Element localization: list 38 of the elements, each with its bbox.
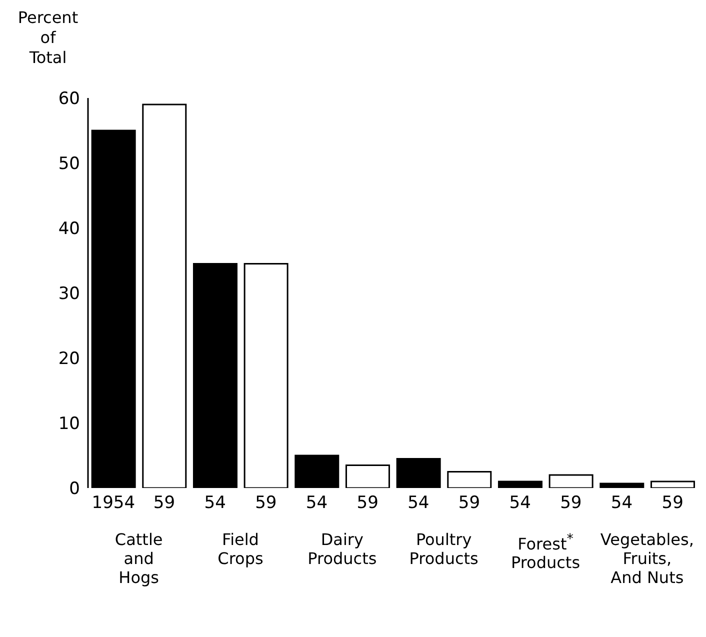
x-tick-label: 54 [509, 493, 531, 514]
y-tick-label: 0 [69, 479, 80, 500]
x-tick-label: 1954 [92, 493, 136, 514]
bar [498, 480, 542, 488]
x-tick-label: 59 [153, 493, 176, 514]
y-tick-label: 50 [58, 154, 80, 174]
x-tick-label: 59 [356, 493, 378, 514]
text: Forest$^{*}$ Products [510, 531, 582, 572]
x-tick-label: 54 [408, 493, 430, 514]
bar [142, 104, 187, 488]
x-tick-label: 59 [662, 493, 684, 514]
bar [294, 454, 340, 488]
bar [244, 263, 288, 488]
x-tick-label: 59 [560, 493, 582, 514]
y-tick-label: 10 [58, 414, 80, 434]
text: Cattle and Hogs [114, 530, 164, 587]
bar [600, 482, 644, 488]
x-tick-label: 54 [610, 493, 633, 514]
y-tick-label: 40 [58, 219, 80, 240]
x-tick-label: 59 [458, 493, 480, 514]
bar [91, 130, 136, 488]
bar [548, 474, 594, 488]
bar [192, 263, 238, 488]
bar [650, 480, 695, 488]
text: Dairy Products [306, 530, 378, 568]
x-tick-label: 59 [255, 493, 277, 514]
bar [345, 464, 390, 488]
y-axis-title: Percent of Total [16, 8, 80, 68]
text: Vegetables, Fruits, And Nuts [599, 530, 695, 587]
bar [447, 471, 492, 488]
y-tick-label: 30 [58, 284, 80, 304]
y-tick-label: 20 [58, 349, 80, 370]
bar [396, 458, 441, 488]
text: Poultry Products [408, 530, 480, 568]
text: Field Crops [216, 530, 264, 568]
x-tick-label: 54 [306, 493, 328, 514]
y-tick-label: 60 [58, 89, 80, 110]
x-tick-label: 54 [204, 493, 226, 514]
